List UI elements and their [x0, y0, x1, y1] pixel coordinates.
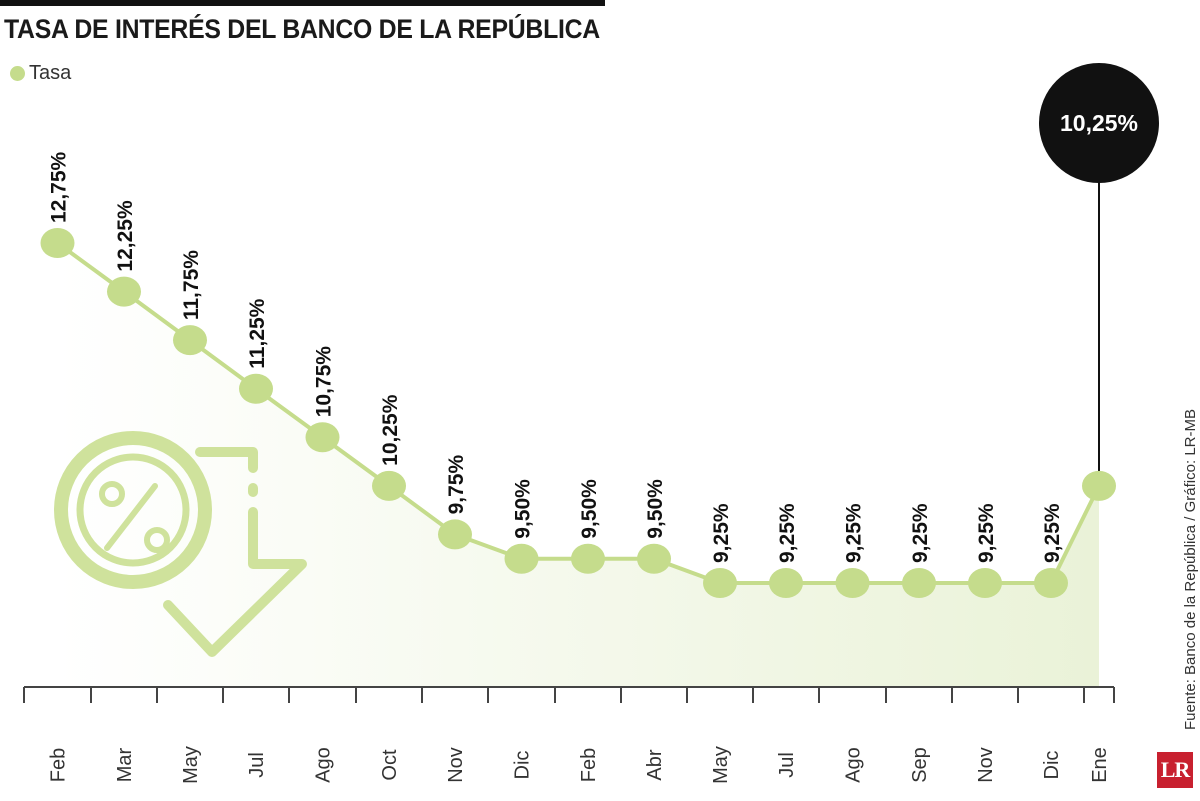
- x-tick-label: Abr: [644, 749, 666, 780]
- data-label: 10,75%: [313, 346, 336, 418]
- legend: Tasa: [10, 60, 71, 86]
- data-point: [571, 543, 605, 574]
- data-point: [40, 228, 75, 259]
- data-label: 9,50%: [644, 479, 667, 539]
- data-label: 10,25%: [379, 394, 402, 466]
- x-tick-label: Nov: [975, 747, 997, 783]
- x-tick-label: Jul: [776, 752, 798, 778]
- x-tick-label: Feb: [48, 748, 70, 782]
- data-point: [107, 276, 141, 307]
- data-point: [239, 373, 273, 404]
- x-tick-label: Feb: [578, 748, 600, 782]
- x-tick-label: Sep: [909, 747, 931, 783]
- highlight-callout: 10,25%: [1039, 63, 1159, 183]
- data-point: [305, 422, 340, 453]
- data-point: [637, 543, 671, 574]
- data-label: 12,75%: [48, 151, 71, 223]
- x-tick-label: Mar: [114, 747, 136, 782]
- x-tick-label: Ene: [1089, 747, 1111, 783]
- data-point: [769, 568, 803, 598]
- data-point: [902, 568, 936, 598]
- x-tick-label: Ago: [843, 747, 865, 783]
- legend-marker: [10, 65, 25, 81]
- x-tick-label: Nov: [445, 747, 467, 783]
- x-tick-label: Dic: [1041, 751, 1063, 780]
- data-label: 9,25%: [710, 503, 733, 563]
- data-label: 9,25%: [909, 503, 932, 563]
- source-note: Fuente: Banco de la República / Gráfico:…: [1182, 409, 1199, 730]
- x-tick-label: Jul: [246, 752, 268, 778]
- data-label: 9,25%: [843, 503, 866, 563]
- data-label: 9,75%: [445, 455, 468, 515]
- data-point: [504, 543, 539, 574]
- data-label: 9,50%: [512, 479, 535, 539]
- area-fill: [57, 243, 1099, 687]
- x-tick-label: May: [180, 746, 202, 784]
- data-point: [1082, 470, 1116, 501]
- data-label: 11,25%: [246, 298, 269, 368]
- title-rule: [0, 0, 605, 6]
- highlight-bubble: [1039, 63, 1159, 183]
- data-point: [835, 568, 870, 598]
- legend-label: Tasa: [29, 61, 72, 84]
- chart-title: TASA DE INTERÉS DEL BANCO DE LA REPÚBLIC…: [4, 14, 600, 44]
- data-point: [1034, 568, 1068, 598]
- data-point: [703, 568, 737, 598]
- data-label: 9,25%: [975, 503, 998, 563]
- data-point: [968, 568, 1002, 598]
- x-tick-label: May: [710, 746, 732, 784]
- lr-logo: LR: [1157, 752, 1193, 788]
- x-tick-label: Oct: [379, 749, 401, 781]
- x-tick-label: Ago: [313, 747, 335, 783]
- percent-down-arrow-icon: [54, 431, 307, 657]
- data-point: [173, 325, 207, 356]
- data-label: 12,25%: [114, 200, 137, 272]
- data-point: [438, 519, 472, 550]
- data-point: [372, 470, 406, 501]
- x-tick-label: Dic: [512, 751, 534, 780]
- data-label: 9,50%: [578, 479, 601, 539]
- data-label: 11,75%: [180, 250, 203, 320]
- data-label: 9,25%: [1041, 503, 1064, 563]
- highlight-label: 10,25%: [1060, 110, 1138, 136]
- data-label: 9,25%: [776, 503, 799, 563]
